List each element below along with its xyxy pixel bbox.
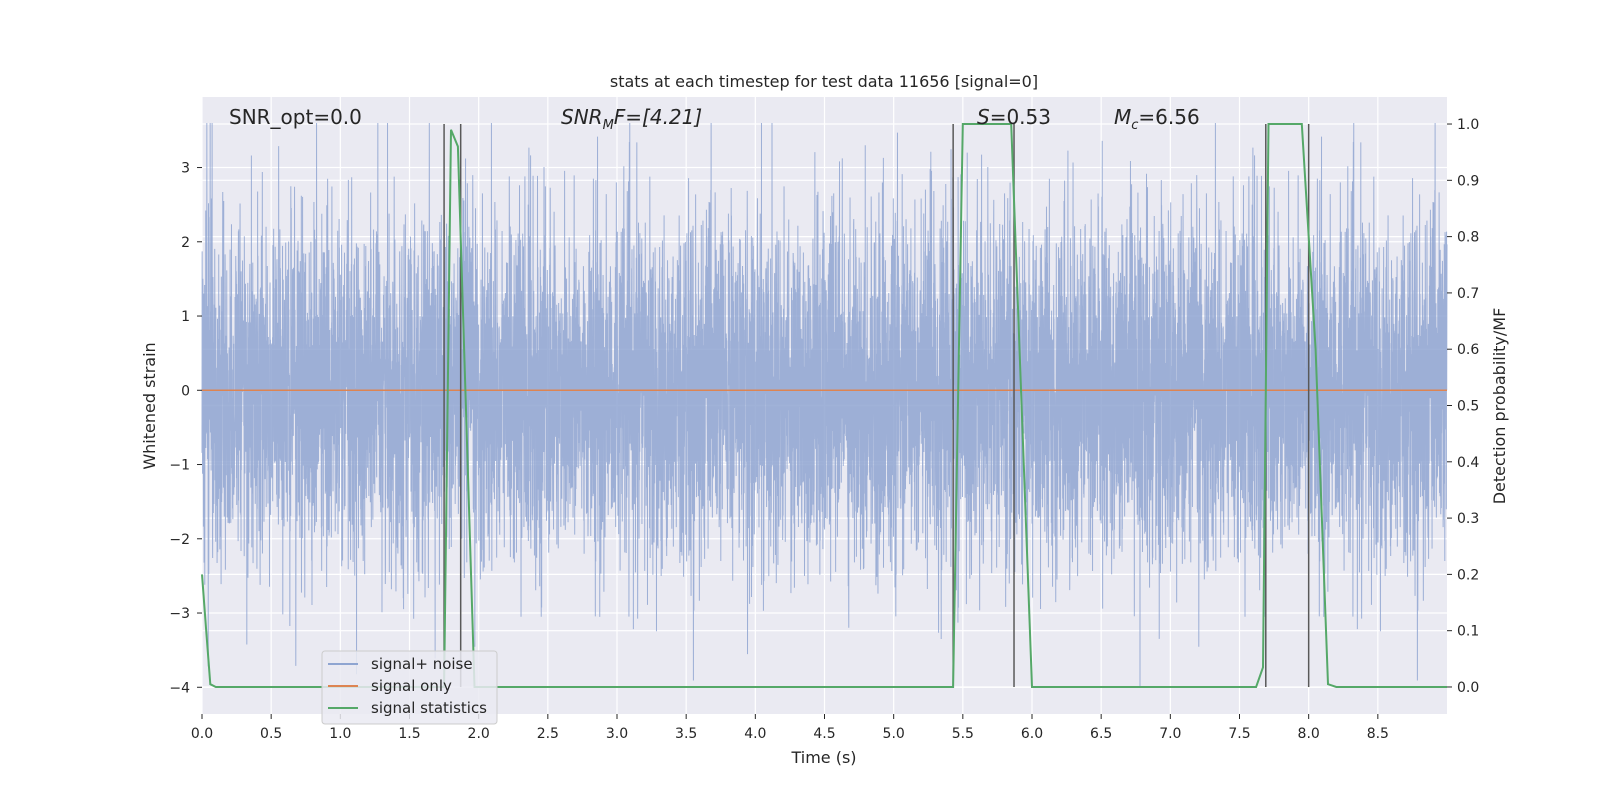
right-y-tick-label: 0.3 [1457, 511, 1479, 527]
x-tick-label: 7.5 [1228, 726, 1250, 742]
left-y-tick-label: 3 [181, 161, 190, 177]
x-tick-label: 6.0 [1021, 726, 1043, 742]
right-y-axis-label: Detection probability/MF [1490, 308, 1509, 505]
left-y-tick-label: 2 [181, 235, 190, 251]
right-y-tick-label: 0.2 [1457, 567, 1479, 583]
x-axis-label: Time (s) [790, 748, 856, 767]
x-tick-label: 2.5 [537, 726, 559, 742]
left-y-tick-label: −4 [169, 680, 190, 696]
left-y-tick-label: 0 [181, 383, 190, 399]
x-tick-label: 4.0 [744, 726, 766, 742]
x-tick-label: 0.5 [260, 726, 282, 742]
x-tick-label: 1.0 [329, 726, 351, 742]
x-tick-label: 0.0 [191, 726, 213, 742]
x-axis-ticks: 0.0 0.5 1.0 1.5 2.0 2.5 3.0 3.5 4.0 4.5 5.0 5.5 6.0 6… [191, 714, 1389, 742]
signal-statistics-series [201, 123, 1447, 688]
mc-annotation: Mc=6.56 [1114, 105, 1200, 133]
x-tick-label: 6.5 [1090, 726, 1112, 742]
chart-title: stats at each timestep for test data 116… [610, 72, 1038, 91]
legend-label-stat: signal statistics [371, 699, 487, 717]
s-annotation: S=0.53 [977, 105, 1051, 129]
right-y-axis-ticks: 1.0 0.9 0.8 0.7 0.6 0.5 0.4 0.3 0.2 0.1 0.0 [1447, 117, 1479, 696]
x-tick-label: 2.0 [468, 726, 490, 742]
left-y-tick-label: −2 [169, 532, 190, 548]
x-tick-label: 1.5 [398, 726, 420, 742]
x-tick-label: 3.0 [606, 726, 628, 742]
right-y-tick-label: 1.0 [1457, 117, 1479, 133]
legend-box [321, 650, 498, 725]
x-tick-label: 8.0 [1298, 726, 1320, 742]
right-y-tick-label: 0.0 [1457, 680, 1479, 696]
legend-label-noise: signal+ noise [371, 655, 473, 673]
left-y-tick-label: −1 [169, 458, 190, 474]
x-tick-label: 5.5 [952, 726, 974, 742]
x-tick-label: 7.0 [1159, 726, 1181, 742]
right-y-tick-label: 0.6 [1457, 342, 1479, 358]
x-tick-label: 8.5 [1367, 726, 1389, 742]
left-y-axis-label: Whitened strain [140, 342, 159, 469]
right-y-tick-label: 0.1 [1457, 624, 1479, 640]
noise-trace [201, 122, 1448, 688]
right-y-tick-label: 0.9 [1457, 173, 1479, 189]
left-y-tick-label: −3 [169, 606, 190, 622]
left-y-axis-ticks: 3 2 1 0 −1 −2 −3 −4 [169, 161, 202, 696]
right-y-tick-label: 0.4 [1457, 455, 1479, 471]
right-y-tick-label: 0.7 [1457, 286, 1479, 302]
x-tick-label: 5.0 [883, 726, 905, 742]
snr-opt-annotation: SNR_opt=0.0 [229, 105, 362, 129]
left-y-tick-label: 1 [181, 309, 190, 325]
x-tick-label: 4.5 [813, 726, 835, 742]
x-tick-label: 3.5 [675, 726, 697, 742]
snr-mf-annotation: SNRMF=[4.21] [561, 105, 702, 133]
signal-plus-noise-series [201, 122, 1448, 688]
right-y-tick-label: 0.8 [1457, 230, 1479, 246]
legend-label-signal: signal only [371, 677, 452, 695]
right-y-tick-label: 0.5 [1457, 399, 1479, 415]
legend: signal+ noise signal only signal statist… [321, 650, 498, 725]
